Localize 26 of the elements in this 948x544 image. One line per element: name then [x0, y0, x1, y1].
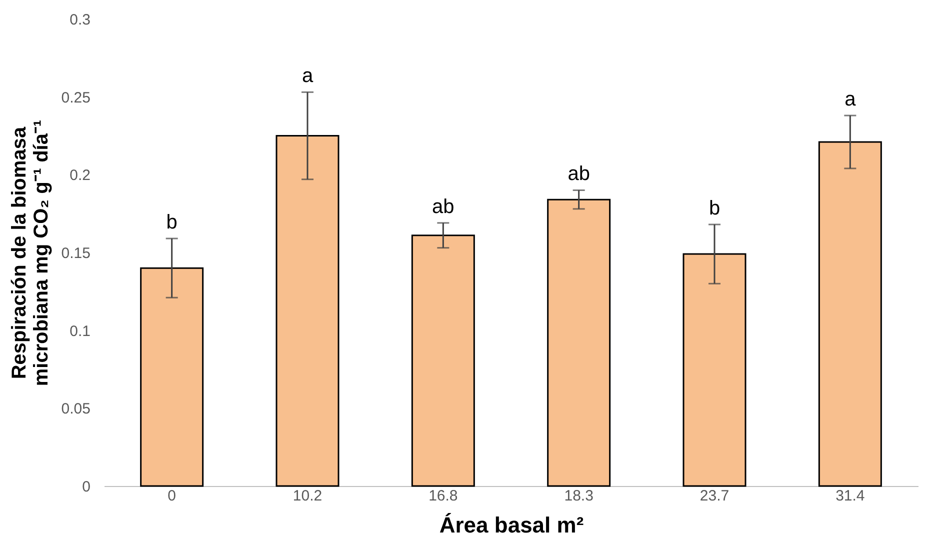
x-tick-label: 31.4 — [836, 488, 865, 504]
x-axis-title: Área basal m² — [439, 512, 584, 538]
y-tick-label: 0.05 — [61, 400, 90, 418]
bar — [818, 141, 882, 487]
y-tick-label: 0.25 — [61, 89, 90, 106]
bar — [276, 135, 340, 487]
y-tick-label: 0.3 — [70, 12, 90, 28]
annotation: ab — [568, 163, 590, 186]
bar — [411, 234, 475, 487]
x-tick-label: 18.3 — [564, 488, 594, 504]
x-tick-label: 23.7 — [700, 488, 730, 504]
x-tick-label: 16.8 — [428, 488, 458, 504]
annotation: b — [708, 197, 720, 220]
x-tick-label: 10.2 — [292, 488, 322, 504]
y-tick-label: 0.2 — [70, 167, 90, 184]
annotation: b — [166, 211, 178, 234]
y-tick-label: 0.15 — [61, 245, 90, 262]
bar — [682, 253, 746, 487]
bar — [547, 198, 611, 487]
x-tick-label: 0 — [168, 488, 176, 504]
annotation: a — [844, 88, 857, 111]
bar — [140, 267, 204, 487]
y-axis-title: Respiración de la biomasa microbiana mg CO₂ g⁻¹ día⁻¹ — [8, 120, 52, 386]
y-tick-label: 0.1 — [70, 322, 90, 340]
annotation: a — [302, 65, 314, 88]
annotation: ab — [432, 196, 454, 218]
